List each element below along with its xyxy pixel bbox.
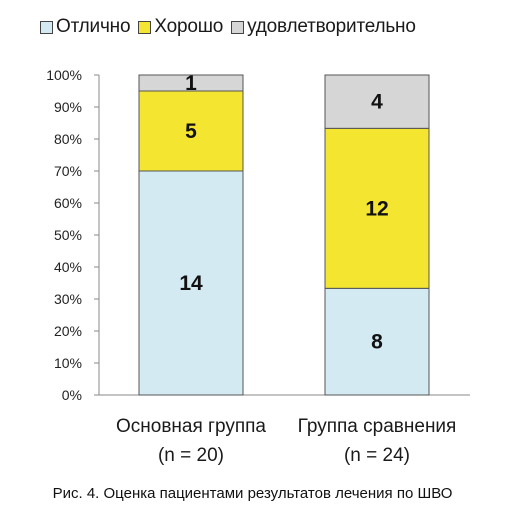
- bar-segment: [138, 170, 244, 396]
- y-tick-label: 80%: [54, 131, 82, 147]
- legend-label: Отлично: [56, 16, 131, 37]
- legend-item: Хорошо: [138, 16, 223, 38]
- data-label: 14: [179, 272, 203, 295]
- y-tick-label: 40%: [54, 259, 82, 275]
- y-tick-label: 60%: [54, 195, 82, 211]
- bar-segment: [138, 74, 244, 92]
- data-label: 12: [365, 197, 388, 220]
- bar-segment: [138, 90, 244, 172]
- bar-segment: [324, 287, 430, 396]
- legend-item: удовлетворительно: [231, 16, 416, 38]
- bar-segment: [324, 74, 430, 129]
- data-label: 1: [185, 72, 197, 95]
- y-tick-label: 50%: [54, 227, 82, 243]
- data-label: 8: [371, 331, 383, 354]
- category-label: Основная группа: [116, 416, 266, 437]
- y-tick-label: 90%: [54, 99, 82, 115]
- y-tick-label: 0%: [62, 387, 82, 403]
- y-tick-label: 30%: [54, 291, 82, 307]
- y-tick-label: 10%: [54, 355, 82, 371]
- legend-item: Отлично: [40, 16, 131, 38]
- y-tick-label: 100%: [46, 67, 82, 83]
- data-label: 4: [371, 91, 383, 114]
- data-label: 5: [185, 120, 197, 143]
- legend-swatch: [40, 20, 53, 34]
- legend: Отлично Хорошо удовлетворительно: [40, 16, 472, 38]
- legend-swatch: [138, 20, 152, 34]
- legend-swatch: [231, 20, 245, 34]
- legend-label: удовлетворительно: [247, 16, 416, 37]
- y-tick-label: 20%: [54, 323, 82, 339]
- legend-label: Хорошо: [154, 16, 224, 37]
- y-tick-label: 70%: [54, 163, 82, 179]
- category-label: (n = 20): [158, 445, 224, 466]
- category-label: (n = 24): [344, 445, 410, 466]
- category-label: Группа сравнения: [298, 416, 457, 437]
- figure-caption: Рис. 4. Оценка пациентами результатов ле…: [52, 485, 453, 502]
